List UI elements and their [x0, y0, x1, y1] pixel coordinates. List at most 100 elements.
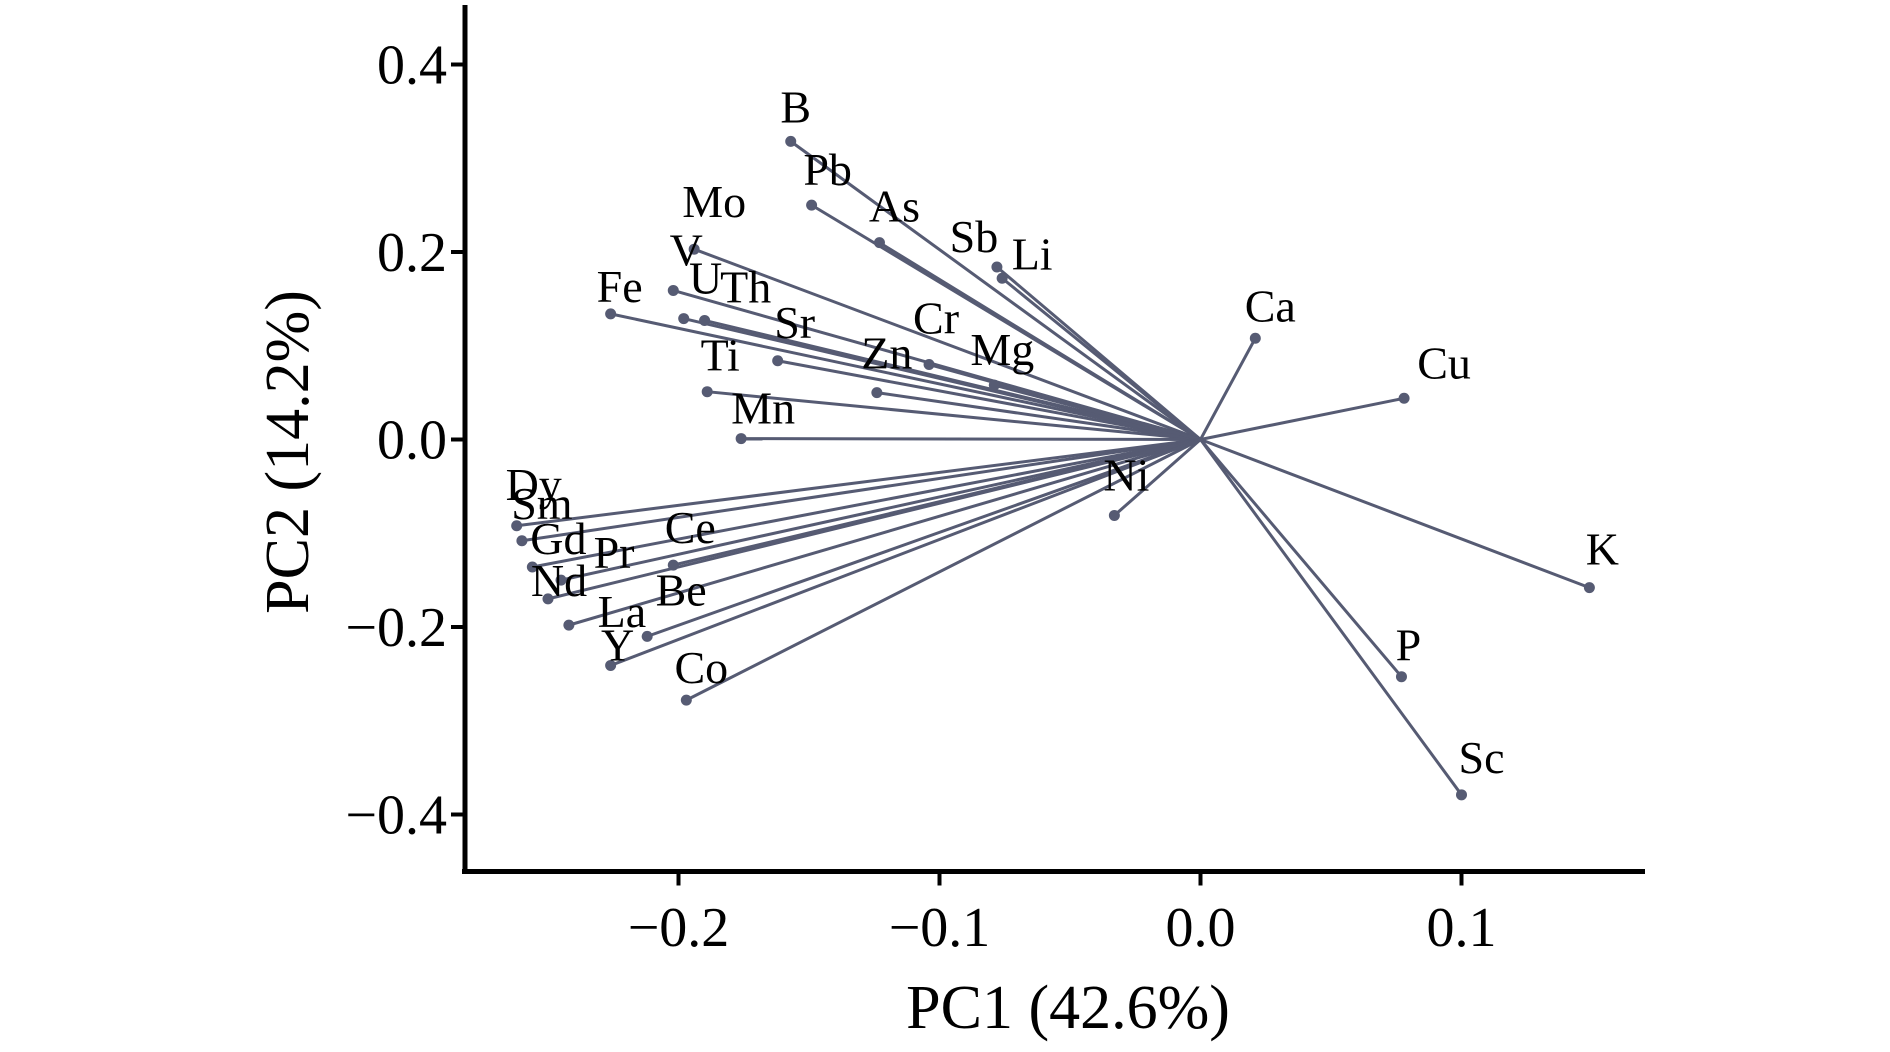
- loading-point-B: [785, 135, 797, 147]
- x-axis-tick-label: 0.1: [1427, 897, 1497, 959]
- element-label-Sc: Sc: [1459, 732, 1505, 783]
- loading-vector-Dy: [516, 438, 1201, 528]
- element-label-Mn: Mn: [731, 383, 795, 434]
- loading-point-Y: [605, 659, 617, 671]
- element-label-Sb: Sb: [950, 211, 999, 262]
- y-axis-title: PC2 (14.2%): [254, 290, 322, 614]
- loading-point-Sc: [1456, 789, 1467, 801]
- element-label-Ti: Ti: [701, 330, 740, 381]
- loading-vector-Zn: [876, 391, 1201, 441]
- element-label-K: K: [1586, 524, 1619, 575]
- loading-point-U: [699, 314, 711, 326]
- loading-point-Th: [678, 313, 690, 325]
- loading-vector-As: [878, 241, 1202, 441]
- element-label-Sm: Sm: [511, 478, 573, 529]
- element-label-Ni: Ni: [1103, 449, 1149, 500]
- loading-point-K: [1583, 582, 1595, 594]
- loading-point-Cu: [1398, 392, 1410, 404]
- element-label-Fe: Fe: [597, 261, 643, 312]
- x-axis-tick-label: 0.0: [1166, 897, 1236, 959]
- y-axis-tick-label: −0.4: [345, 785, 447, 847]
- loading-point-Sr: [772, 355, 784, 367]
- vectors-layer: [516, 140, 1590, 796]
- loading-vector-Y: [610, 438, 1202, 667]
- loading-point-Co: [680, 694, 692, 706]
- y-axis-tick-label: 0.0: [377, 410, 447, 472]
- loading-point-Nd: [542, 593, 554, 605]
- loading-vector-Gd: [532, 438, 1201, 569]
- axes-layer: −0.2 −0.1 0.0 0.1 0.4 0.2 0.0 −0.2 −0.4: [345, 5, 1645, 959]
- loading-point-Ca: [1249, 332, 1261, 344]
- loading-point-Li: [996, 272, 1008, 284]
- y-axis-tick-label: −0.2: [345, 597, 447, 659]
- loading-point-Ce: [667, 559, 679, 571]
- element-label-Nd: Nd: [531, 555, 587, 606]
- loading-vector-B: [789, 140, 1202, 441]
- element-label-Pr: Pr: [594, 527, 635, 578]
- loading-vector-Mn: [741, 437, 1201, 441]
- element-label-Li: Li: [1012, 228, 1053, 279]
- element-label-Co: Co: [674, 642, 728, 693]
- element-label-Zn: Zn: [861, 328, 912, 379]
- y-axis-tick-label: 0.4: [377, 35, 447, 97]
- loading-vector-P: [1199, 438, 1403, 678]
- element-label-Y: Y: [601, 619, 634, 670]
- loading-vector-Mo: [693, 247, 1202, 441]
- loading-point-Pb: [806, 199, 818, 211]
- loading-vector-Th: [683, 317, 1201, 441]
- element-label-V: V: [670, 224, 703, 275]
- loading-point-Pr: [555, 574, 567, 586]
- element-label-Ca: Ca: [1245, 280, 1296, 331]
- loading-point-Sb: [991, 261, 1003, 273]
- loading-point-Gd: [526, 561, 538, 573]
- x-axis-tick-label: −0.2: [628, 897, 730, 959]
- loading-point-La: [563, 619, 575, 631]
- loading-point-Mg: [988, 379, 1000, 391]
- loading-point-Cr: [923, 359, 935, 370]
- loading-vector-K: [1199, 438, 1590, 590]
- loading-point-Fe: [605, 308, 617, 320]
- element-label-Cr: Cr: [913, 293, 959, 344]
- loading-point-Ti: [701, 386, 713, 398]
- element-label-B: B: [780, 81, 811, 132]
- points-layer: [511, 135, 1595, 801]
- loading-vector-Fe: [610, 312, 1201, 441]
- element-label-Mo: Mo: [682, 176, 746, 227]
- loading-vector-Ca: [1199, 337, 1257, 441]
- loading-point-P: [1395, 671, 1407, 683]
- loading-vector-Pr: [560, 438, 1201, 582]
- loading-vector-Ni: [1113, 438, 1202, 517]
- element-label-U: U: [689, 252, 722, 303]
- loading-vector-Ti: [707, 390, 1201, 441]
- element-label-Gd: Gd: [530, 513, 586, 564]
- loading-point-Mn: [735, 433, 747, 445]
- loading-point-V: [667, 284, 679, 296]
- element-label-As: As: [869, 181, 920, 232]
- loading-point-Mo: [688, 243, 700, 255]
- element-label-Ce: Ce: [665, 502, 716, 553]
- element-label-Sr: Sr: [774, 297, 815, 348]
- loading-point-Be: [641, 630, 653, 642]
- loading-vector-Li: [1001, 277, 1202, 441]
- element-label-La: La: [598, 586, 647, 637]
- element-label-Be: Be: [656, 564, 707, 615]
- x-axis-title: PC1 (42.6%): [906, 974, 1230, 1042]
- loading-vector-Sc: [1199, 438, 1463, 796]
- loading-point-Ni: [1108, 509, 1120, 521]
- loading-point-As: [873, 237, 885, 249]
- element-label-Mg: Mg: [970, 324, 1034, 375]
- loading-point-Zn: [871, 387, 883, 399]
- loading-vector-Sm: [521, 438, 1201, 543]
- y-axis-tick-label: 0.2: [377, 222, 447, 284]
- loading-vector-Co: [685, 438, 1202, 702]
- loading-vector-Ce: [672, 438, 1201, 567]
- element-label-Dy: Dy: [506, 459, 562, 510]
- element-label-Th: Th: [720, 262, 771, 313]
- loading-vector-La: [568, 438, 1201, 627]
- loading-vector-Mg: [993, 383, 1201, 441]
- loading-point-Sm: [516, 535, 528, 547]
- loading-point-Dy: [511, 520, 523, 532]
- loading-vector-Be: [646, 438, 1202, 638]
